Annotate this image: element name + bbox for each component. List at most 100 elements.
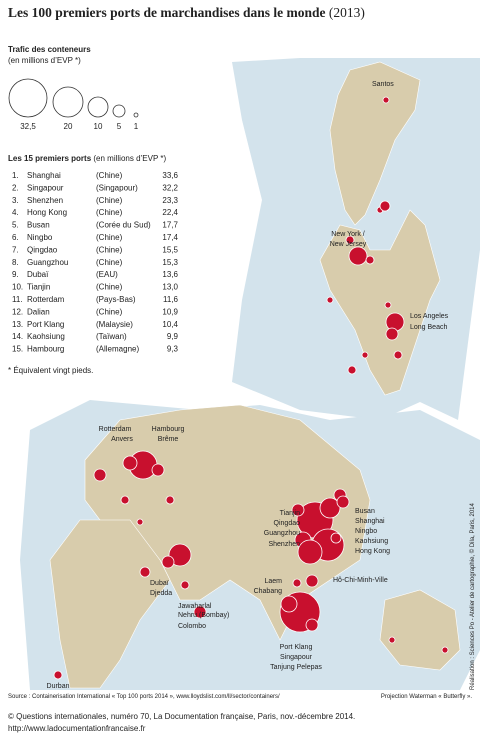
rank: 13. <box>12 320 23 329</box>
rank: 8. <box>12 258 19 267</box>
traffic: 10,4 <box>162 320 178 329</box>
port-circle <box>151 463 165 477</box>
traffic: 17,4 <box>162 233 178 242</box>
port-circle <box>361 351 369 359</box>
port-circle <box>291 503 305 517</box>
port-circle <box>93 468 107 482</box>
port-name: Singapour <box>27 183 64 192</box>
port-label: Santos <box>372 81 394 88</box>
port-circle <box>180 580 190 590</box>
rank: 15. <box>12 345 23 354</box>
legend-label: 5 <box>117 122 122 131</box>
country: (Chine) <box>96 258 123 267</box>
port-label: Tanjung Pelepas <box>270 664 322 671</box>
port-name: Hambourg <box>27 345 64 354</box>
traffic: 17,7 <box>162 221 178 230</box>
country: (Taïwan) <box>96 332 127 341</box>
port-label: Los Angeles <box>410 313 449 320</box>
port-label: Colombo <box>178 623 206 630</box>
port-circle <box>347 365 357 375</box>
port-circle <box>161 555 175 569</box>
source: Source : Containerisation International … <box>8 694 280 700</box>
port-circle <box>122 455 138 471</box>
port-name: Tianjin <box>27 283 50 292</box>
country: (Malaysie) <box>96 320 133 329</box>
port-circle <box>168 543 192 567</box>
port-circle <box>345 235 355 245</box>
port-label: Hong Kong <box>355 548 390 555</box>
country: (Chine) <box>96 283 123 292</box>
port-circle <box>326 296 334 304</box>
port-circle <box>385 327 399 341</box>
port-label: Rotterdam <box>99 426 132 433</box>
country: (Chine) <box>96 208 123 217</box>
port-label: Hambourg <box>152 426 185 433</box>
port-label: Guangzhou <box>264 530 300 537</box>
port-label: Nehru (Bombay) <box>178 612 229 619</box>
rank: 10. <box>12 283 23 292</box>
port-name: Dalian <box>27 307 50 316</box>
legend-label: 20 <box>64 122 73 131</box>
traffic: 23,3 <box>162 196 178 205</box>
port-circle <box>393 350 403 360</box>
port-label: Jawaharlal <box>178 603 212 610</box>
port-name: Rotterdam <box>27 295 65 304</box>
legend-label: 32,5 <box>20 122 36 131</box>
port-name: Qingdao <box>27 245 58 254</box>
copyright: © Questions internationales, numéro 70, … <box>8 712 355 721</box>
south-america <box>329 61 421 226</box>
legend-subtitle: (en millions d’EVP *) <box>8 56 81 65</box>
ranking-title: Les 15 premiers ports (en millions d’EVP… <box>8 154 166 163</box>
port-circle <box>120 495 130 505</box>
traffic: 32,2 <box>162 183 178 192</box>
rank: 12. <box>12 307 23 316</box>
port-circle <box>365 255 375 265</box>
projection: Projection Waterman « Butterfly ». <box>381 694 472 700</box>
country: (Allemagne) <box>96 345 139 354</box>
port-label: Busan <box>355 508 375 515</box>
port-label: Brême <box>158 436 179 443</box>
port-label: Chabang <box>254 588 283 595</box>
port-label: Port Klang <box>280 644 313 651</box>
ranking-unit: (en millions d’EVP *) <box>93 154 166 163</box>
port-circle <box>336 495 350 509</box>
traffic: 15,5 <box>162 245 178 254</box>
traffic: 33,6 <box>162 171 178 180</box>
traffic: 9,3 <box>167 345 179 354</box>
legend-circle <box>87 96 109 118</box>
rank: 14. <box>12 332 23 341</box>
port-label: Tianjin <box>280 510 300 517</box>
port-circle <box>297 539 323 565</box>
port-label: Hô-Chi-Minh-Ville <box>333 577 388 584</box>
port-label: Shanghai <box>355 518 385 525</box>
port-circle <box>388 636 396 644</box>
port-circle <box>305 618 319 632</box>
credit: Réalisation : Sciences Po - Atelier de c… <box>469 502 476 690</box>
port-name: Kaohsiung <box>27 332 65 341</box>
port-name: Busan <box>27 221 50 230</box>
australia <box>379 589 461 671</box>
url: http://www.ladocumentationfrancaise.fr <box>8 724 146 733</box>
legend-title: Trafic des conteneurs <box>8 45 91 54</box>
port-circle <box>384 301 392 309</box>
traffic: 9,9 <box>167 332 179 341</box>
port-name: Port Klang <box>27 320 64 329</box>
country: (Corée du Sud) <box>96 221 151 230</box>
country: (Pays-Bas) <box>96 295 136 304</box>
traffic: 13,0 <box>162 283 178 292</box>
port-label: Durban <box>47 683 70 690</box>
title-year: (2013) <box>329 5 365 20</box>
title: Les 100 premiers ports de marchandises d… <box>8 5 365 20</box>
port-label: Shenzhen <box>268 541 300 548</box>
port-circle <box>165 495 175 505</box>
legend-circle <box>112 104 126 118</box>
rank: 2. <box>12 183 19 192</box>
rank: 11. <box>12 295 23 304</box>
country: (Chine) <box>96 307 123 316</box>
footnote: * Équivalent vingt pieds. <box>8 366 93 375</box>
port-circle <box>348 246 368 266</box>
port-label: Long Beach <box>410 324 447 331</box>
country: (Chine) <box>96 245 123 254</box>
port-circle <box>305 574 319 588</box>
